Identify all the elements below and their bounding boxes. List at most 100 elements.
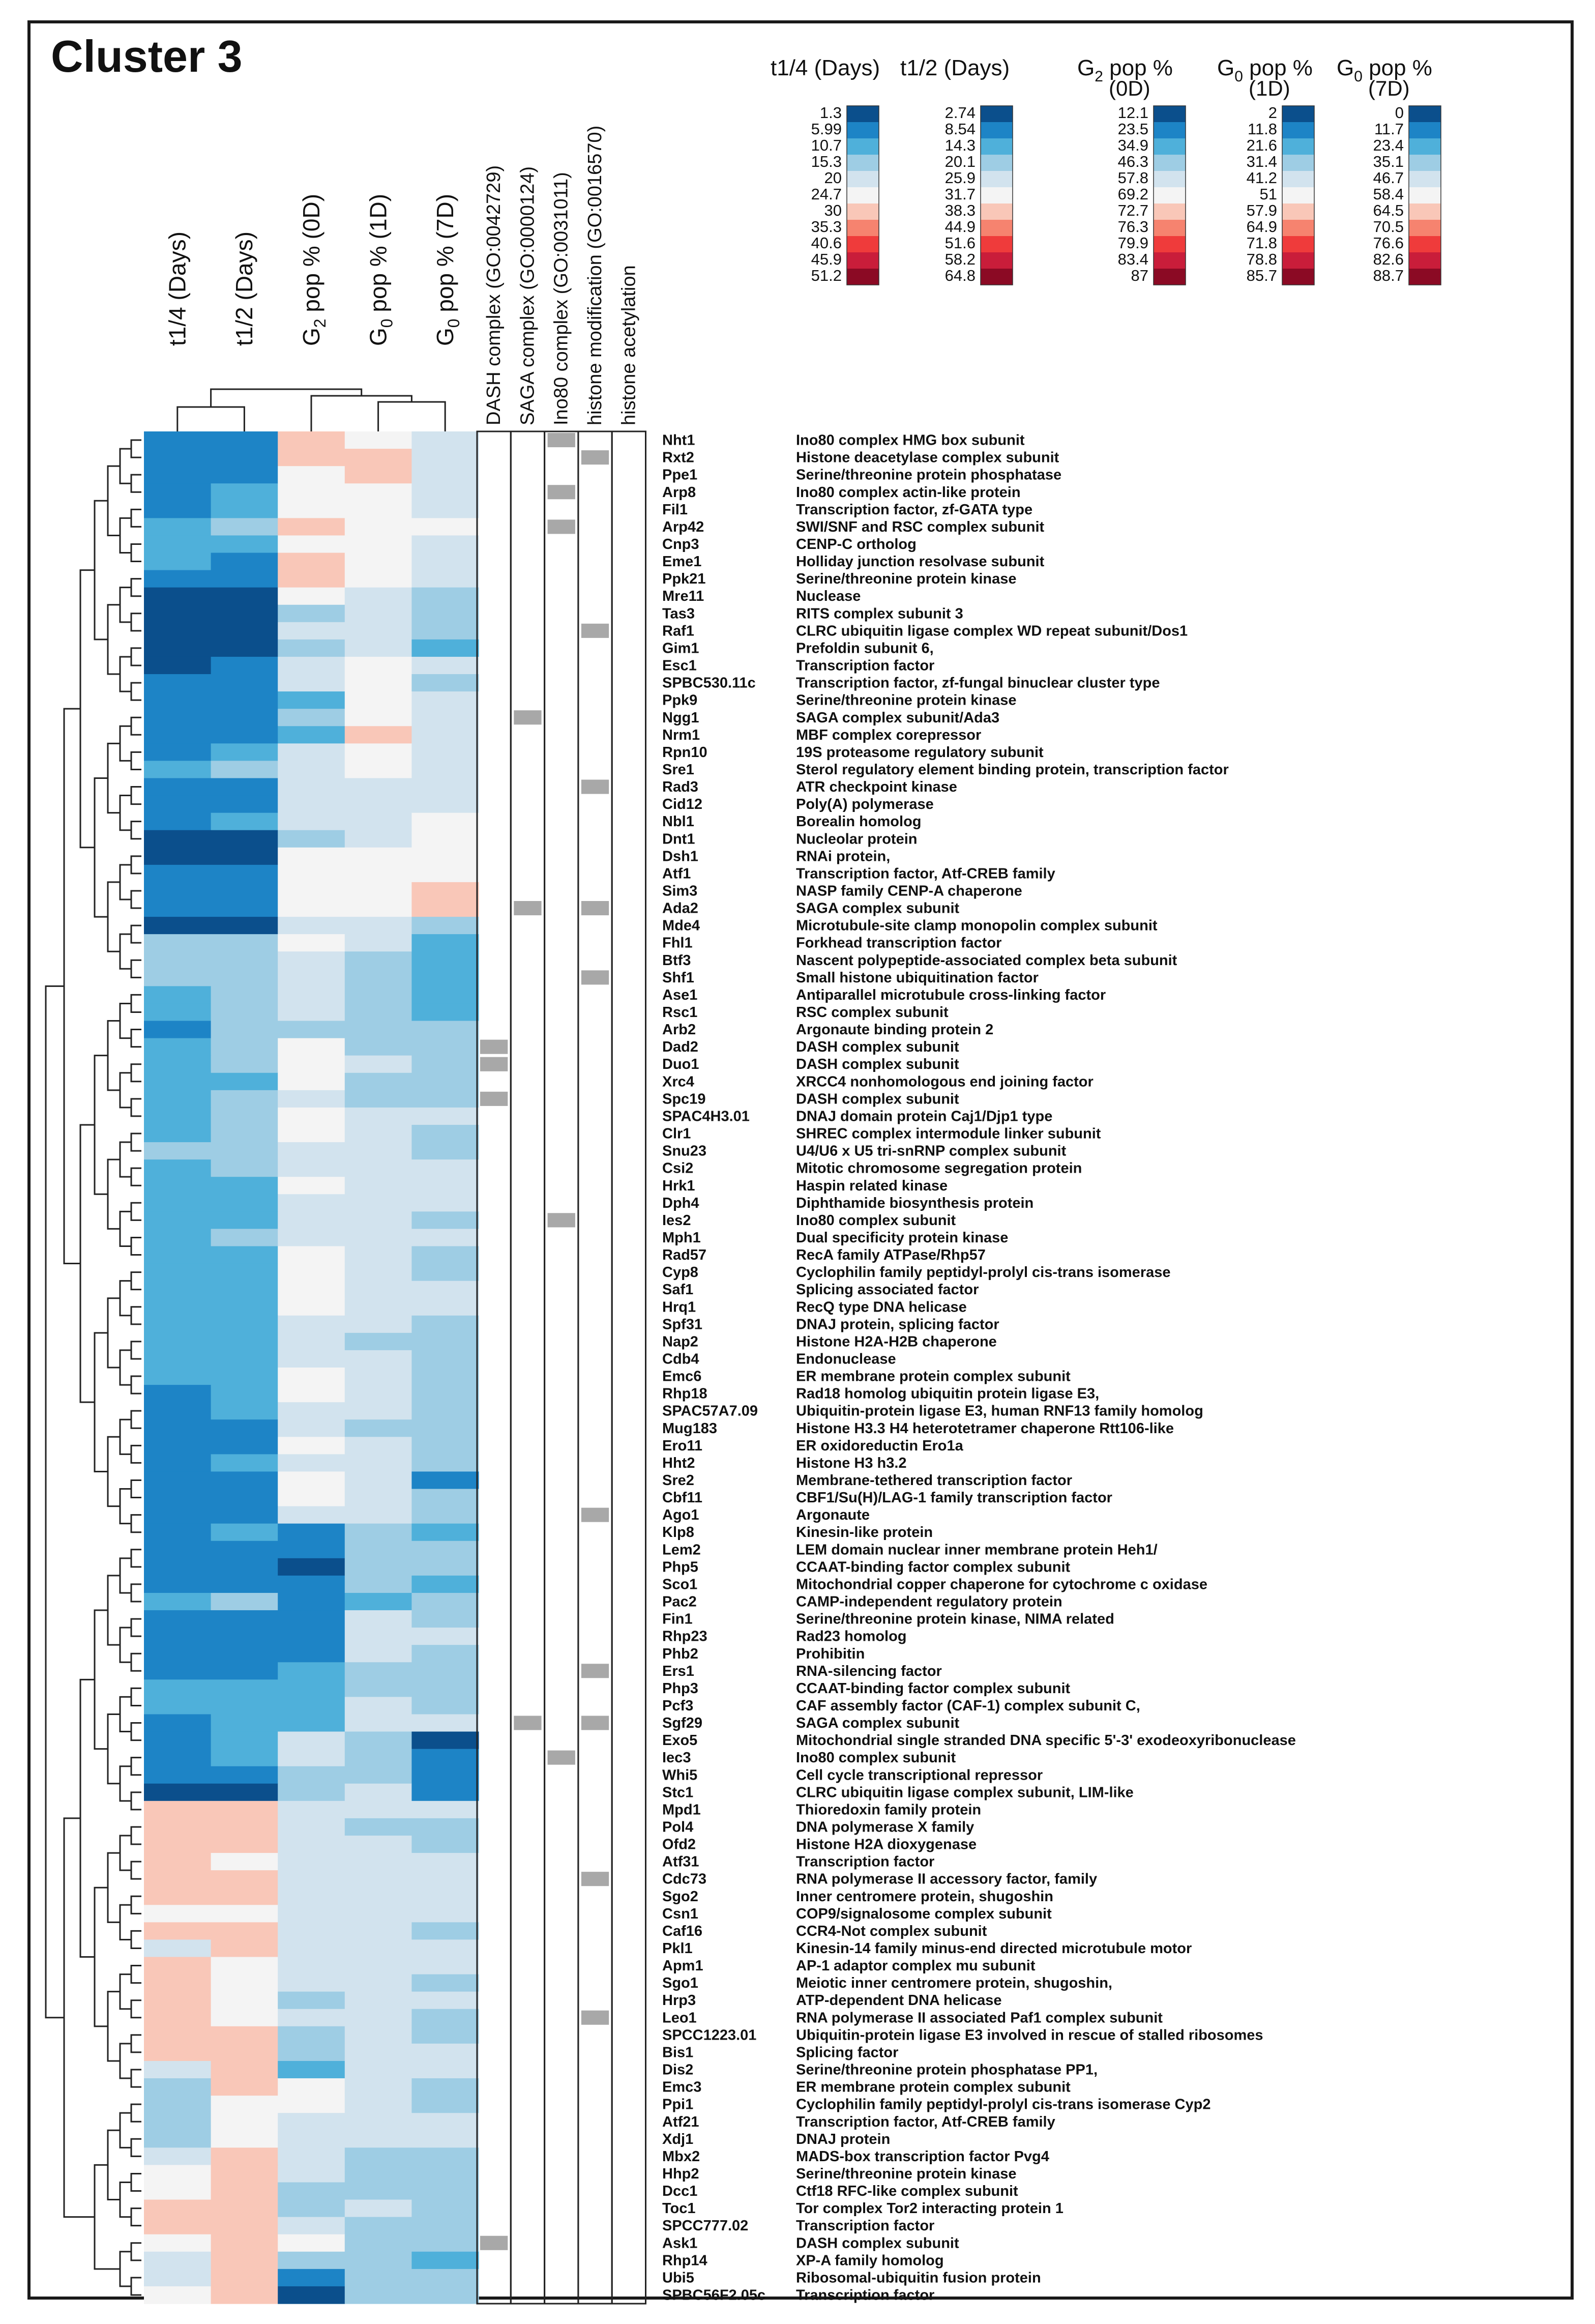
gene-description-label: Membrane-tethered transcription factor	[796, 1472, 1072, 1489]
gene-name-label: Sgo1	[662, 1975, 698, 1991]
go-mark	[581, 779, 609, 794]
dendrogram-branch	[63, 708, 80, 1265]
legend-swatch	[847, 138, 879, 155]
heatmap-cell	[411, 917, 479, 935]
heatmap-cell	[211, 743, 278, 762]
heatmap-cell	[344, 1263, 412, 1282]
gene-description-label: Dual specificity protein kinase	[796, 1230, 1008, 1246]
dendrogram-branch	[130, 2172, 141, 2192]
heatmap-cell	[411, 864, 479, 883]
gene-name-label: Ppk9	[662, 692, 697, 709]
heatmap-cell	[278, 969, 345, 986]
legend-tick-label: 64.8	[945, 267, 976, 284]
legend-tick-label: 31.4	[1247, 153, 1277, 170]
gene-name-label: SPCC777.02	[662, 2218, 748, 2234]
legend-bar-border	[1282, 105, 1315, 285]
go-mark	[547, 433, 575, 448]
heatmap-cell	[278, 1645, 345, 1663]
heatmap-cell	[278, 1315, 345, 1333]
heatmap-cell	[344, 1159, 412, 1177]
legend-subtitle: (7D)	[1368, 76, 1410, 100]
gene-description-label: Mitotic chromosome segregation protein	[796, 1160, 1082, 1177]
gene-description-label: SAGA complex subunit	[796, 1715, 960, 1731]
heatmap-cell	[144, 2060, 212, 2079]
heatmap-cell	[278, 1489, 345, 1507]
heatmap-cell	[344, 1887, 412, 1905]
dendrogram-branch	[130, 1861, 141, 1880]
heatmap-cell	[211, 1107, 278, 1125]
gene-description-label: XRCC4 nonhomologous end joining factor	[796, 1073, 1094, 1090]
legend-swatch	[1409, 138, 1441, 155]
heatmap-cell	[211, 1315, 278, 1333]
gene-name-label: Hrk1	[662, 1178, 695, 1194]
heatmap-cell	[144, 1298, 212, 1316]
heatmap-cell	[211, 1368, 278, 1385]
legend-tick-label: 5.99	[811, 120, 842, 138]
gene-description-label: Sterol regulatory element binding protei…	[796, 762, 1229, 778]
heatmap-cell	[278, 1471, 345, 1490]
heatmap-cell	[211, 518, 278, 536]
dendrogram-branch	[130, 2069, 141, 2088]
gene-description-label: NASP family CENP-A chaperone	[796, 883, 1022, 899]
gene-name-label: Xrc4	[662, 1073, 694, 1090]
heatmap-cell	[344, 1836, 412, 1853]
heatmap-cell	[411, 726, 479, 744]
heatmap-cell	[211, 1818, 278, 1836]
heatmap-cell	[411, 2078, 479, 2096]
heatmap-cell	[411, 1645, 479, 1663]
legend-tick-label: 58.4	[1373, 185, 1404, 203]
legend-swatch	[1154, 187, 1186, 204]
heatmap-cell	[411, 830, 479, 848]
gene-name-label: Xdj1	[662, 2131, 693, 2147]
legend-tick-label: 35.3	[811, 218, 842, 236]
dendrogram-branch	[107, 1158, 120, 1230]
dendrogram-branch	[130, 1444, 141, 1464]
heatmap-cell	[344, 2147, 412, 2166]
heatmap-cell	[278, 691, 345, 709]
heatmap-cell	[211, 1350, 278, 1368]
heatmap-cell	[278, 1836, 345, 1853]
heatmap-cell	[144, 2199, 212, 2218]
legend-tick-label: 30	[824, 201, 842, 219]
gene-description-label: SAGA complex subunit/Ada3	[796, 710, 999, 726]
gene-name-label: Rad57	[662, 1247, 706, 1263]
heatmap-cell	[411, 1541, 479, 1559]
legend-subtitle: (1D)	[1249, 76, 1290, 100]
heatmap-cell	[411, 1905, 479, 1923]
dendrogram-branch	[107, 2129, 120, 2201]
heatmap-cell	[278, 1159, 345, 1177]
dendrogram-branch	[79, 569, 95, 849]
heatmap-cell	[344, 1697, 412, 1715]
dendrogram-branch	[119, 1210, 131, 1247]
legend-tick-label: 79.9	[1118, 234, 1148, 252]
heatmap-cell	[411, 1263, 479, 1282]
heatmap-cell	[144, 2251, 212, 2270]
heatmap-cell	[411, 1662, 479, 1680]
legend-swatch	[847, 220, 879, 237]
heatmap-cell	[278, 1454, 345, 1472]
heatmap-cell	[344, 1368, 412, 1385]
heatmap-cell	[411, 1679, 479, 1698]
legend-tick-label: 78.8	[1247, 250, 1277, 268]
heatmap-cell	[144, 466, 212, 484]
gene-description-label: ATP-dependent DNA helicase	[796, 1992, 1001, 2009]
heatmap-cell	[411, 812, 479, 831]
heatmap-cell	[278, 1402, 345, 1420]
heatmap-cell	[144, 864, 212, 883]
heatmap-cell	[278, 1021, 345, 1039]
heatmap-cell	[278, 1350, 345, 1368]
heatmap-cell	[278, 656, 345, 675]
gene-name-label: Shf1	[662, 970, 694, 986]
gene-description-label: Antiparallel microtubule cross-linking f…	[796, 987, 1106, 1003]
dendrogram-branch	[130, 1167, 141, 1186]
dendrogram-branch	[130, 1549, 141, 1568]
heatmap-cell	[211, 761, 278, 779]
gene-description-label: Thioredoxin family protein	[796, 1802, 981, 1818]
gene-description-label: Nuclease	[796, 588, 861, 604]
legend-swatch	[847, 236, 879, 253]
heatmap-cell	[344, 2165, 412, 2183]
gene-name-label: Atf21	[662, 2114, 699, 2130]
legend-swatch	[1282, 138, 1314, 155]
dendrogram-branch	[94, 1055, 108, 1195]
heatmap-cell	[344, 1957, 412, 1975]
